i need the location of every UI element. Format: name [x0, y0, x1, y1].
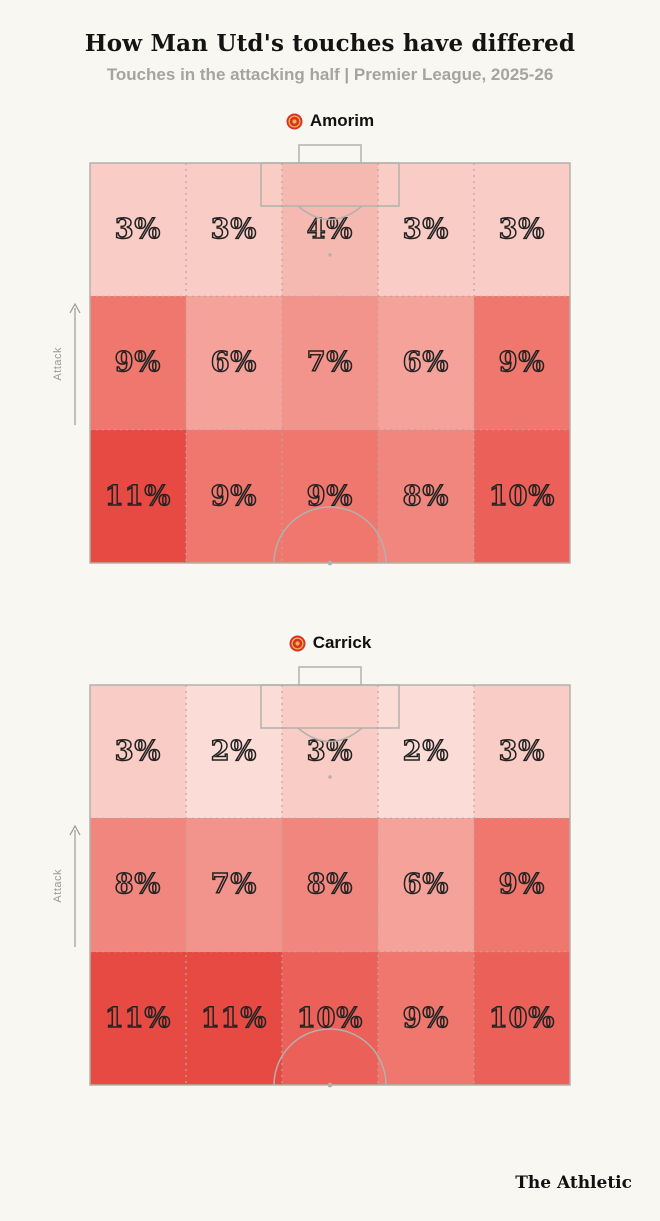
goal-box — [298, 666, 362, 686]
heatmap-cell: 6% — [186, 296, 282, 430]
panel-title: Carrick — [312, 633, 372, 652]
attack-direction: Attack — [52, 823, 81, 949]
heatmap-cell: 2% — [378, 685, 474, 819]
heatmap-cell: 8% — [378, 429, 474, 563]
cell-value: 3% — [498, 735, 546, 768]
cell-value: 9% — [306, 480, 354, 513]
heatmap-panel-carrick: Carrick 3% 2% 3% 2% 3% 8% 7% 8% 6% 9% 11% 11% 10% 9% 1… — [0, 633, 660, 1088]
heatmap-cell: 9% — [90, 296, 186, 430]
heatmap-cell: 10% — [282, 951, 378, 1085]
heatmap-cell: 8% — [282, 818, 378, 952]
man-utd-crest-icon — [289, 635, 306, 651]
cell-value: 7% — [210, 869, 258, 902]
cell-value: 9% — [114, 347, 162, 380]
heatmap-cell: 2% — [186, 685, 282, 819]
panel-title: Amorim — [309, 111, 375, 130]
cell-value: 9% — [498, 869, 546, 902]
heatmap-panel-amorim: Amorim 3% 3% 4% 3% 3% 9% 6% 7% 6% 9% 11% 9% 9% 8% 10% — [0, 111, 660, 566]
heatmap-cell: 7% — [186, 818, 282, 952]
heatmap-cell: 9% — [474, 296, 570, 430]
heatmap-cell: 6% — [378, 818, 474, 952]
heatmap-cell: 9% — [378, 951, 474, 1085]
heatmap-cell: 3% — [186, 163, 282, 297]
footer-brand: The Athletic — [515, 1173, 632, 1193]
cell-value: 9% — [402, 1002, 450, 1035]
heatmap-cell: 7% — [282, 296, 378, 430]
cell-value: 6% — [402, 869, 450, 902]
page-title: How Man Utd's touches have differed — [84, 30, 576, 57]
cell-value: 10% — [488, 480, 556, 513]
cell-value: 3% — [402, 213, 450, 246]
heatmap-grid: 3% 3% 4% 3% 3% 9% 6% 7% 6% 9% 11% 9% 9% 8% 10% — [90, 163, 570, 563]
cell-value: 8% — [402, 480, 450, 513]
cell-value: 6% — [402, 347, 450, 380]
heatmap-cell: 6% — [378, 296, 474, 430]
heatmap-cell: 9% — [186, 429, 282, 563]
heatmap-cell: 9% — [282, 429, 378, 563]
attack-direction: Attack — [52, 301, 81, 427]
attack-label: Attack — [52, 347, 64, 381]
attack-arrow-icon — [69, 824, 81, 947]
heatmap-cell: 11% — [186, 951, 282, 1085]
cell-value: 3% — [114, 735, 162, 768]
heatmap-grid: 3% 2% 3% 2% 3% 8% 7% 8% 6% 9% 11% 11% 10% 9% 10% — [90, 685, 570, 1085]
goal-box — [298, 144, 362, 164]
cell-value: 3% — [210, 213, 258, 246]
cell-value: 9% — [498, 347, 546, 380]
heatmap-cell: 3% — [282, 685, 378, 819]
pitch-carrick: 3% 2% 3% 2% 3% 8% 7% 8% 6% 9% 11% 11% 10% 9% 10% A — [52, 666, 571, 1088]
panel-header: Carrick — [0, 633, 660, 653]
panel-header: Amorim — [0, 111, 660, 131]
cell-value: 11% — [104, 480, 172, 513]
heatmap-cell: 3% — [474, 685, 570, 819]
cell-value: 8% — [306, 869, 354, 902]
man-utd-crest-icon — [286, 113, 303, 129]
cell-value: 2% — [402, 735, 450, 768]
page-subtitle: Touches in the attacking half | Premier … — [106, 65, 554, 84]
attack-arrow-icon — [69, 302, 81, 425]
cell-value: 9% — [210, 480, 258, 513]
heatmap-cell: 3% — [378, 163, 474, 297]
heatmap-cell: 11% — [90, 429, 186, 563]
cell-value: 7% — [306, 347, 354, 380]
cell-value: 2% — [210, 735, 258, 768]
cell-value: 3% — [114, 213, 162, 246]
cell-value: 11% — [104, 1002, 172, 1035]
cell-value: 6% — [210, 347, 258, 380]
cell-value: 4% — [306, 213, 354, 246]
attack-label: Attack — [52, 869, 64, 903]
cell-value: 10% — [296, 1002, 364, 1035]
cell-value: 11% — [200, 1002, 268, 1035]
heatmap-cell: 3% — [90, 163, 186, 297]
cell-value: 8% — [114, 869, 162, 902]
heatmap-cell: 3% — [90, 685, 186, 819]
heatmap-cell: 4% — [282, 163, 378, 297]
heatmap-cell: 3% — [474, 163, 570, 297]
heatmap-cell: 10% — [474, 951, 570, 1085]
heatmap-cell: 8% — [90, 818, 186, 952]
pitch-amorim: 3% 3% 4% 3% 3% 9% 6% 7% 6% 9% 11% 9% 9% 8% 10% Att — [52, 144, 571, 566]
cell-value: 3% — [306, 735, 354, 768]
cell-value: 10% — [488, 1002, 556, 1035]
heatmap-cell: 9% — [474, 818, 570, 952]
cell-value: 3% — [498, 213, 546, 246]
heatmap-cell: 11% — [90, 951, 186, 1085]
heatmap-cell: 10% — [474, 429, 570, 563]
